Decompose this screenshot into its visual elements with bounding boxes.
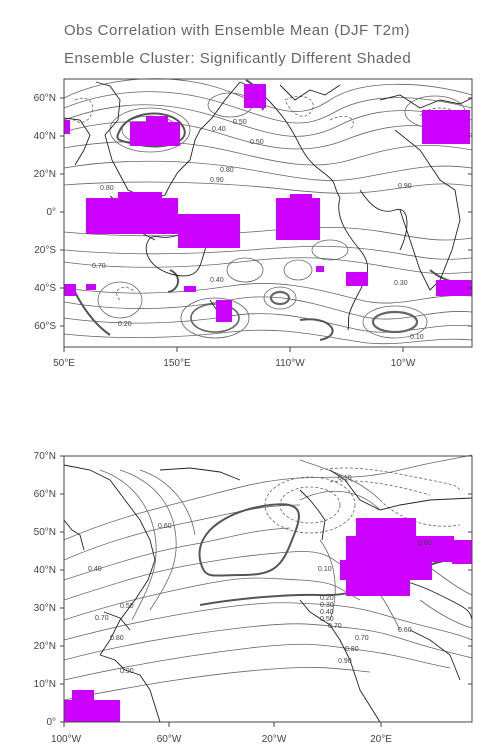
- lat-label: 60°N: [34, 489, 56, 500]
- atlantic-lat-labels: 70°N 60°N 50°N 40°N 30°N 20°N 10°N 0°: [34, 451, 56, 728]
- contour-label: 0.80: [345, 646, 359, 653]
- lon-label: 10°W: [391, 358, 416, 369]
- contour-label: 0.60: [418, 540, 432, 547]
- contour-label: 0.80: [100, 185, 114, 192]
- contour-label: 0.20: [320, 595, 334, 602]
- contour-label: 0.90: [338, 658, 352, 665]
- lat-label: 20°N: [34, 169, 56, 180]
- contour-label: 0.50: [233, 119, 247, 126]
- global-significance-shading: [64, 84, 472, 322]
- chart-subtitle: Ensemble Cluster: Significantly Differen…: [64, 50, 412, 67]
- atlantic-lon-labels: 100°W 60°W 20°W 20°E: [51, 734, 392, 745]
- global-map-frame: [63, 78, 473, 348]
- contour-label: 0.60: [158, 523, 172, 530]
- atlantic-coastlines: [63, 464, 473, 723]
- lat-label: 0°: [46, 717, 56, 728]
- contour-label: 0.50: [250, 139, 264, 146]
- lat-label: 60°S: [34, 321, 56, 332]
- contour-label: 0.50: [120, 603, 134, 610]
- lon-label: 60°W: [157, 734, 182, 745]
- global-negative-contours: [71, 96, 463, 301]
- contour-label: 0.70: [355, 635, 369, 642]
- contour-label: 0.40: [210, 277, 224, 284]
- lat-label: 10°N: [34, 679, 56, 690]
- contour-label: 0.90: [120, 668, 134, 675]
- contour-label: 0.80: [220, 167, 234, 174]
- lat-label: 40°N: [34, 565, 56, 576]
- contour-label: 0.10: [338, 475, 352, 482]
- global-lon-labels: 50°E 150°E 110°W 10°W: [53, 358, 416, 369]
- contour-label: 0.70: [95, 615, 109, 622]
- atlantic-contours: [63, 454, 473, 701]
- contour-label: 0.30: [394, 280, 408, 287]
- contour-label: 0.70: [92, 263, 106, 270]
- lat-label: 50°N: [34, 527, 56, 538]
- contour-label: 0.40: [88, 566, 102, 573]
- contour-label: 0.40: [212, 126, 226, 133]
- contour-label: 0.90: [210, 177, 224, 184]
- lat-label: 40°S: [34, 283, 56, 294]
- lat-label: 30°N: [34, 603, 56, 614]
- lat-label: 70°N: [34, 451, 56, 462]
- contour-label: 0.10: [318, 566, 332, 573]
- contour-label: 0.40: [320, 609, 334, 616]
- contour-label: 0.20: [118, 321, 132, 328]
- contour-label: 0.80: [110, 635, 124, 642]
- global-contour-labels: 0.40 0.50 0.80 0.90 0.30 0.70 0.80 0.90 …: [92, 119, 424, 341]
- lat-label: 60°N: [34, 93, 56, 104]
- lon-label: 100°W: [51, 734, 82, 745]
- atlantic-contour-labels: 0.10 0.60 0.40 0.50 0.70 0.80 0.90 0.60 …: [88, 475, 432, 675]
- contour-label: 0.90: [398, 183, 412, 190]
- lat-label: 20°N: [34, 641, 56, 652]
- contour-label: 0.10: [410, 334, 424, 341]
- global-map: 0.40 0.50 0.80 0.90 0.30 0.70 0.80 0.90 …: [34, 78, 473, 369]
- lat-label: 20°S: [34, 245, 56, 256]
- contour-label: 0.30: [320, 602, 334, 609]
- lat-label: 40°N: [34, 131, 56, 142]
- contour-label: 0.60: [398, 627, 412, 634]
- lon-label: 20°E: [370, 734, 392, 745]
- global-lat-labels: 60°N 40°N 20°N 0° 20°S 40°S 60°S: [34, 93, 57, 332]
- lat-label: 0°: [46, 207, 56, 218]
- atlantic-map-frame: [63, 455, 473, 723]
- lon-label: 50°E: [53, 358, 75, 369]
- lon-label: 110°W: [275, 358, 305, 369]
- lon-label: 150°E: [163, 358, 191, 369]
- chart-title: Obs Correlation with Ensemble Mean (DJF …: [64, 22, 410, 39]
- contour-label: 0.70: [328, 623, 342, 630]
- atlantic-significance-shading: [64, 518, 472, 722]
- lon-label: 20°W: [262, 734, 287, 745]
- global-contours: [63, 78, 473, 345]
- atlantic-map: 0.10 0.60 0.40 0.50 0.70 0.80 0.90 0.60 …: [34, 451, 473, 745]
- contour-label: 0.50: [320, 616, 334, 623]
